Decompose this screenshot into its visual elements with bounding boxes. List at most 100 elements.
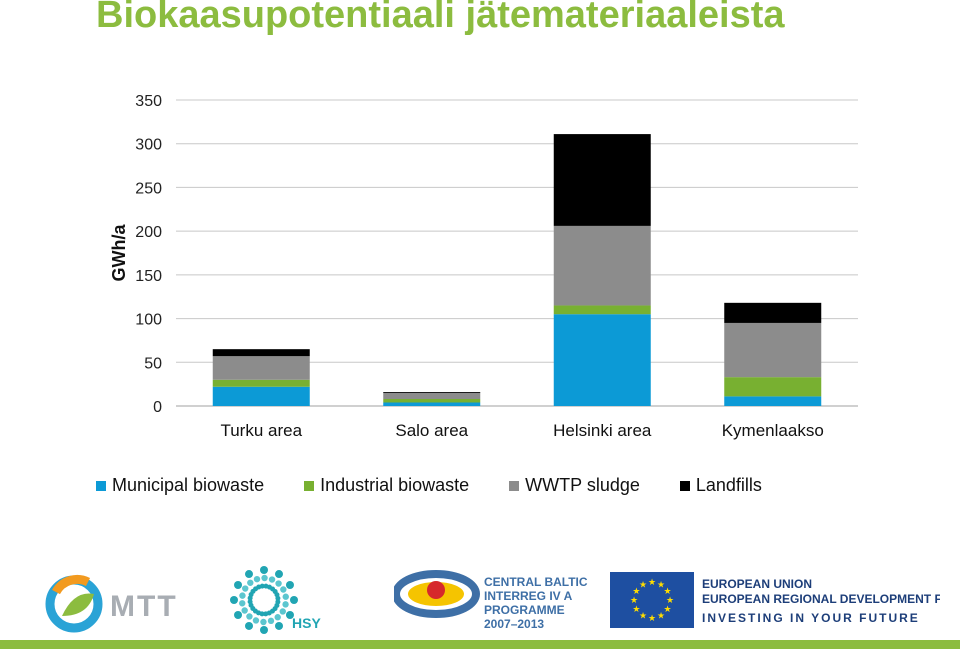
bar-segment [553, 305, 651, 315]
bar-segment [553, 225, 651, 306]
footer-accent-bar [0, 640, 960, 649]
cb-line-3: PROGRAMME [484, 603, 565, 617]
eu-flag-stars: ★★★★★★★★★ ★ ★★ [630, 577, 674, 623]
eu-star-icon: ★ [639, 579, 647, 589]
eu-star-icon: ★ [639, 611, 647, 621]
bar-segment [383, 399, 481, 403]
hsy-dot [230, 596, 238, 604]
legend-item: Municipal biowaste [96, 475, 264, 496]
eu-motto: INVESTING IN YOUR FUTURE [702, 611, 920, 625]
bar-segment [212, 349, 310, 357]
y-tick-label: 250 [135, 180, 162, 197]
legend-swatch [679, 480, 690, 491]
legend-item: Landfills [679, 475, 762, 496]
hsy-dot [290, 596, 298, 604]
legend-item: Industrial biowaste [304, 475, 469, 496]
mtt-logo: MTT [45, 574, 178, 633]
hsy-dot [282, 601, 289, 608]
hsy-dot [275, 595, 281, 601]
hsy-dot [260, 566, 268, 574]
category-label: Salo area [395, 421, 468, 440]
hsy-dot [253, 575, 261, 583]
legend-swatch [304, 480, 315, 491]
category-label: Turku area [220, 421, 302, 440]
hsy-dot [260, 618, 267, 626]
hsy-dot [261, 574, 268, 582]
legend-label: Landfills [695, 475, 762, 495]
hsy-dot [285, 581, 294, 589]
eu-flag [610, 572, 694, 628]
hsy-dot [282, 593, 289, 600]
legend-label: WWTP sludge [525, 475, 640, 495]
bar-segment [553, 134, 651, 226]
y-tick-label: 50 [144, 355, 162, 372]
bar-segment [724, 377, 822, 397]
hsy-dot [247, 599, 253, 605]
footer-logos: MTT HSY CENTRAL BALTIC INTERREG IV A PRO… [0, 560, 960, 649]
legend: Municipal biowaste Industrial biowaste WWT… [96, 475, 802, 496]
eu-star-icon: ★ [664, 604, 672, 614]
bar-segment [383, 402, 481, 406]
hsy-dot [275, 570, 283, 579]
eu-logo: ★★★★★★★★★ ★ ★★ EUROPEAN UNION EUROPEAN REG… [610, 572, 940, 628]
y-tick-label: 150 [135, 268, 162, 285]
eu-star-icon: ★ [657, 579, 665, 589]
hsy-logo: HSY [230, 566, 321, 634]
hsy-dot [252, 617, 260, 624]
bar-segment [212, 386, 310, 406]
cb-line-2: INTERREG IV A [484, 589, 573, 603]
hsy-dot [234, 611, 243, 619]
category-label: Kymenlaakso [722, 421, 824, 440]
eu-star-icon: ★ [664, 586, 672, 596]
hsy-dot [241, 607, 248, 614]
y-tick-label: 350 [135, 93, 162, 110]
bar-segment [553, 314, 651, 406]
eu-star-icon: ★ [632, 586, 640, 596]
bar-segment [724, 302, 822, 323]
hsy-dot [279, 608, 286, 615]
hsy-dot [280, 586, 287, 593]
hsy-dot [247, 579, 254, 586]
eu-star-icon: ★ [632, 604, 640, 614]
eu-star-icon: ★ [666, 595, 674, 605]
hsy-dot [263, 611, 269, 617]
hsy-dot [260, 626, 268, 634]
y-tick-labels: 0 50 100 150 200 250 300 350 [135, 93, 162, 416]
page-title: Biokaasupotentiaali jätemateriaaleista [96, 0, 785, 36]
bars [212, 134, 822, 406]
y-axis-title: GWh/a [109, 224, 129, 282]
legend-item: WWTP sludge [509, 475, 640, 496]
y-tick-label: 100 [135, 312, 162, 329]
bar-segment [383, 392, 481, 400]
bar-segment [724, 322, 822, 378]
bar-segment [212, 379, 310, 387]
eu-star-icon: ★ [648, 577, 656, 587]
hsy-dot [246, 613, 253, 620]
hsy-dot [268, 576, 276, 583]
hsy-dot [267, 617, 275, 625]
mtt-logo-orange-arc [52, 574, 91, 595]
y-tick-label: 0 [153, 399, 162, 416]
mtt-logo-text: MTT [110, 590, 178, 623]
hsy-dot [239, 592, 246, 599]
hsy-logo-dots [230, 566, 298, 634]
cb-line-1: CENTRAL BALTIC [484, 575, 588, 589]
legend-label: Industrial biowaste [320, 475, 470, 495]
hsy-dot [234, 581, 243, 589]
hsy-dot [274, 614, 281, 621]
cb-line-4: 2007–2013 [484, 617, 544, 631]
cb-logo-blue-ring [394, 570, 480, 618]
legend-label: Municipal biowaste [112, 475, 265, 495]
bar-segment [383, 392, 481, 393]
y-tick-label: 200 [135, 224, 162, 241]
y-tick-label: 300 [135, 137, 162, 154]
hsy-dot [275, 580, 282, 587]
eu-star-icon: ★ [630, 595, 638, 605]
category-label: Helsinki area [553, 421, 652, 440]
eu-line-2: EUROPEAN REGIONAL DEVELOPMENT FUND [702, 592, 940, 606]
legend-swatch [96, 480, 106, 491]
hsy-dot [275, 599, 281, 605]
eu-star-icon: ★ [648, 613, 656, 623]
hsy-logo-text: HSY [292, 615, 321, 631]
hsy-dot [245, 570, 253, 579]
